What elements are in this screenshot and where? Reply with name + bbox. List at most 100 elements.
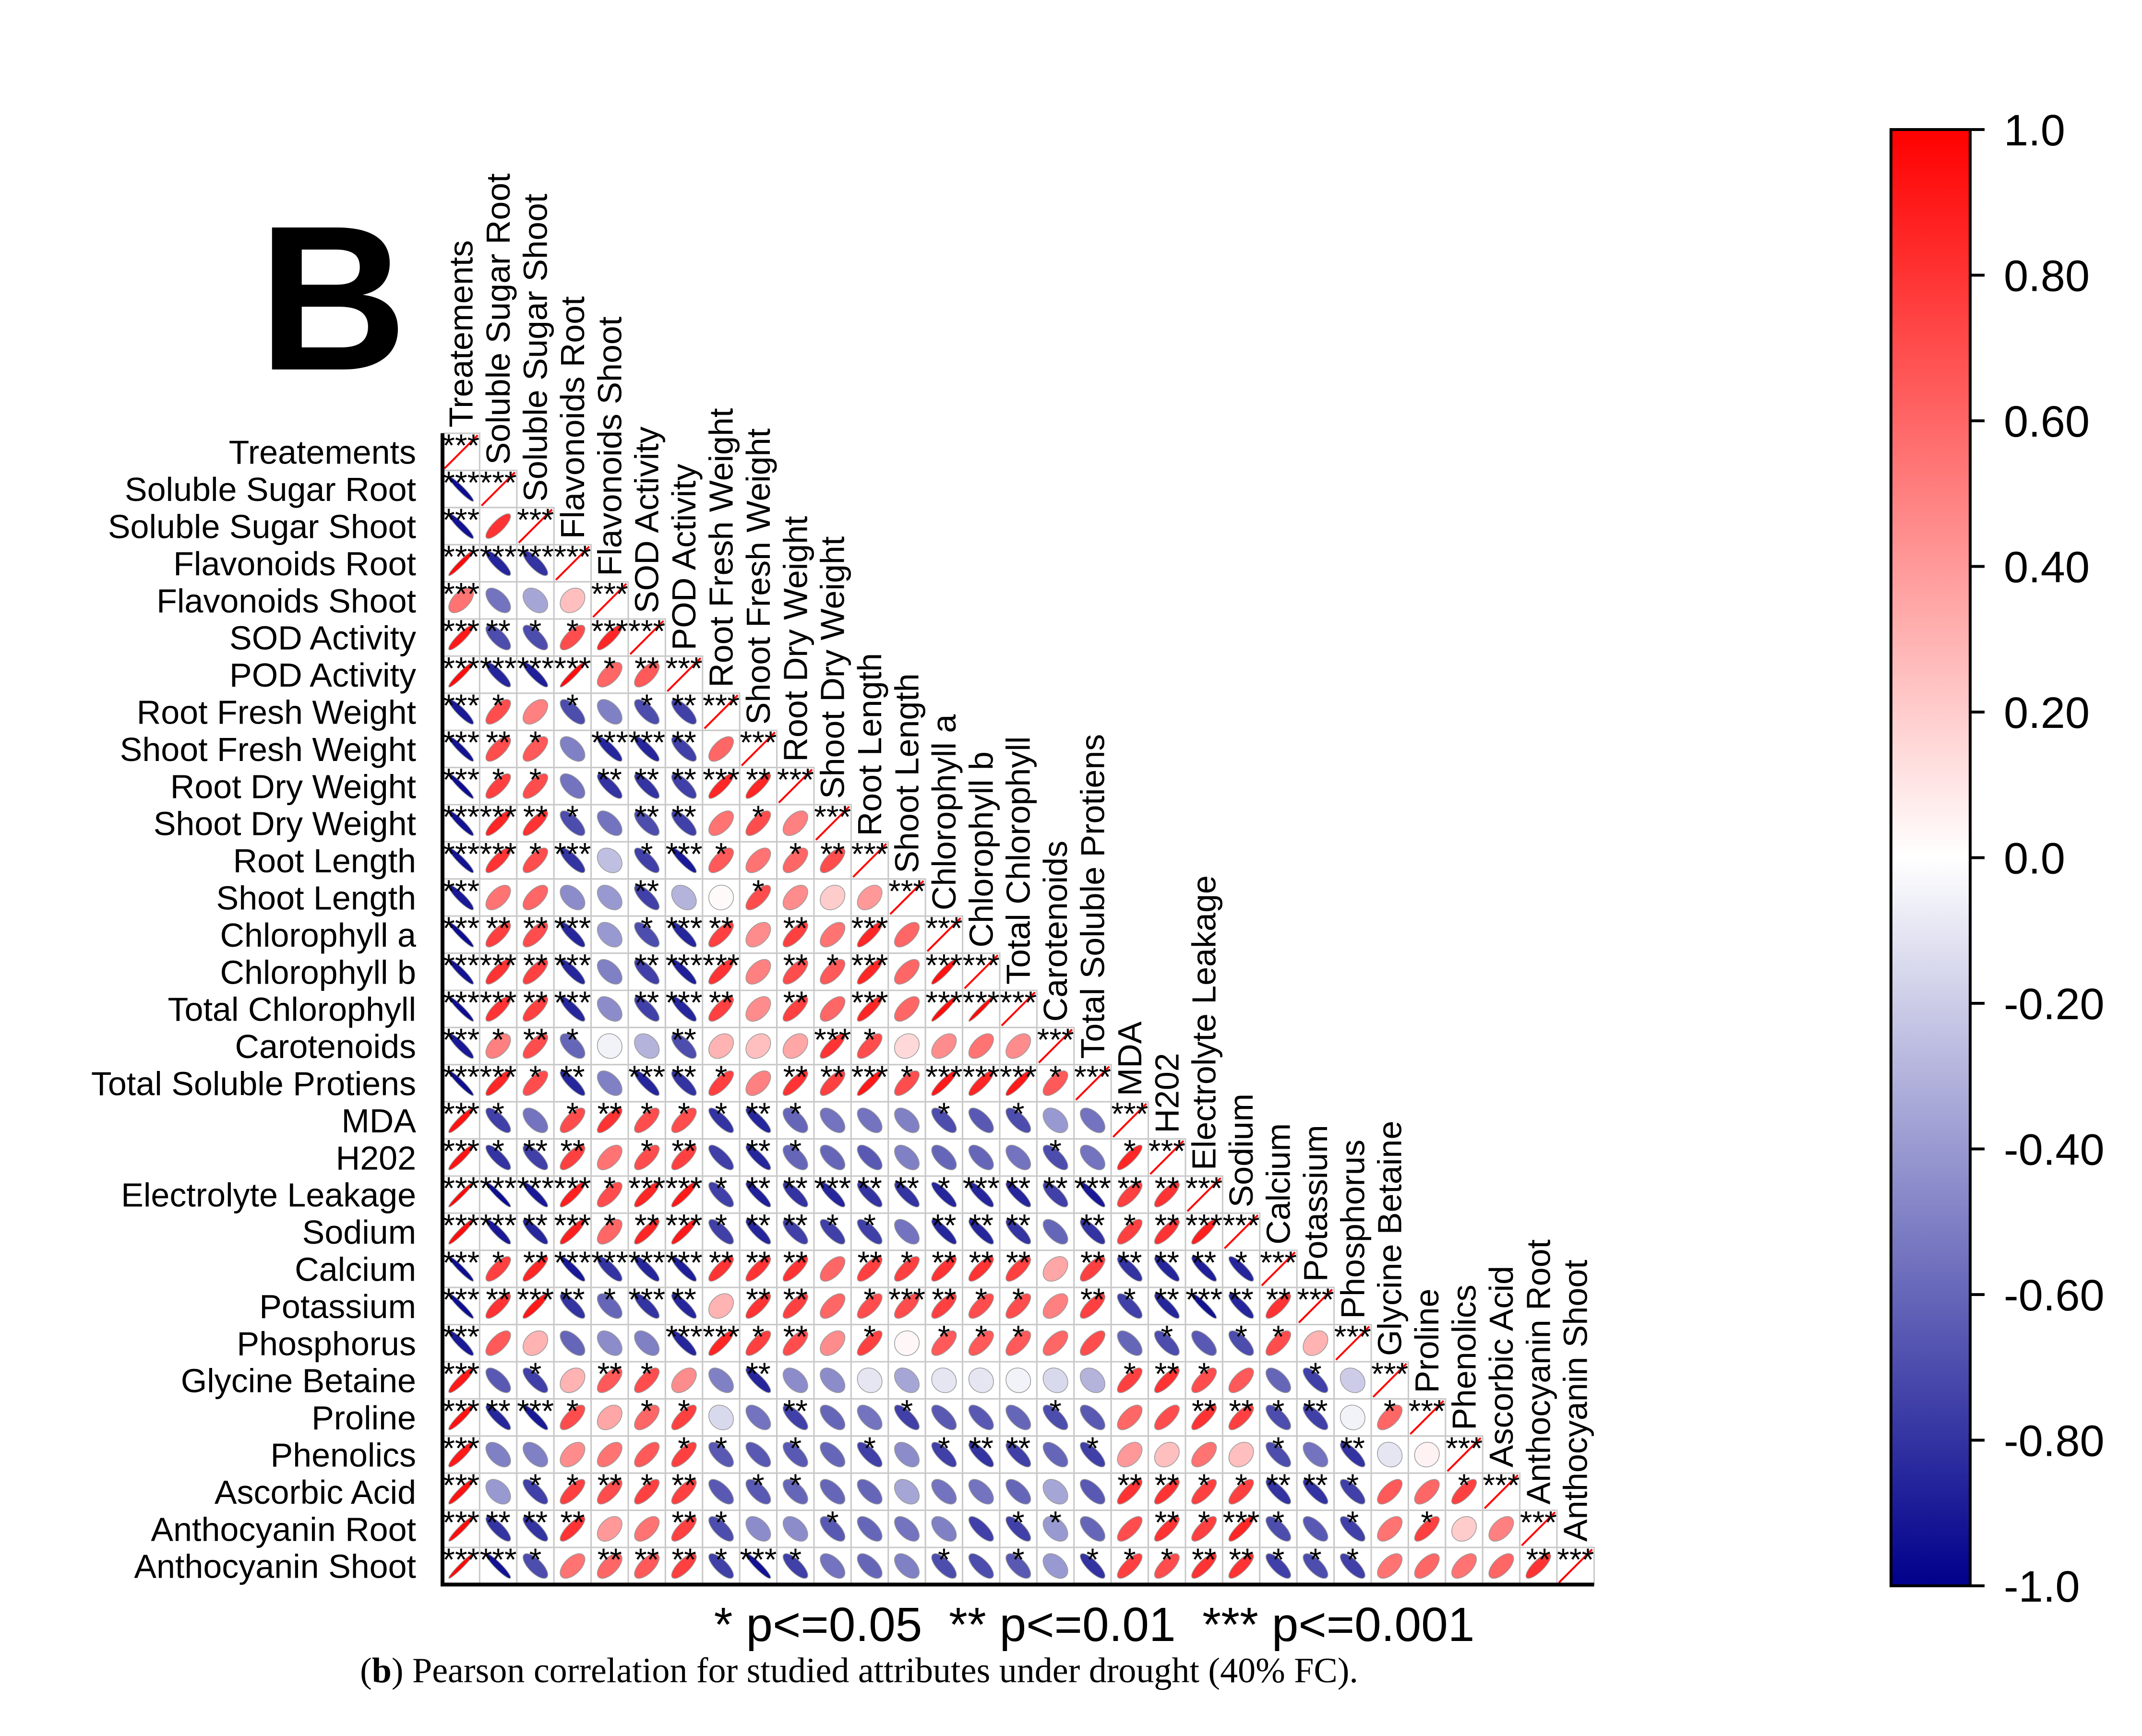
ellipse-anthocyanin-shoot-proline <box>1414 1553 1440 1579</box>
ellipse-total-soluble-protiens-sod-activity <box>634 1070 660 1096</box>
significance-star: ** <box>746 1356 770 1391</box>
ellipse-proline-root-length <box>857 1404 883 1430</box>
significance-star: ** <box>634 985 659 1020</box>
significance-star: ** <box>1080 1245 1105 1280</box>
cell-shoot-dry-weight-soluble-sugar-root <box>479 804 518 843</box>
ellipse-glycine-betaine-root-dry-weight <box>782 1367 808 1393</box>
ellipse-root-fresh-weight-flavonoids-shoot <box>597 699 622 725</box>
correlation-cells <box>442 432 1595 1585</box>
significance-star: ** <box>1192 1393 1216 1428</box>
ellipse-proline-total-soluble-protiens <box>1080 1404 1105 1430</box>
diagonal-mark <box>1558 1548 1593 1583</box>
significance-star: ** <box>634 1207 659 1243</box>
ellipse-ascorbic-acid-treatements <box>448 1479 474 1505</box>
cell-total-soluble-protiens-flavonoids-shoot <box>590 1064 629 1103</box>
ellipse-proline-sodium <box>1228 1404 1254 1430</box>
row-label-shoot-length: Shoot Length <box>216 880 416 917</box>
ellipse-anthocyanin-root-root-length <box>857 1516 883 1542</box>
column-label-root-dry-weight: Root Dry Weight <box>777 516 814 761</box>
significance-star: * <box>641 688 653 723</box>
ellipse-root-length-flavonoids-root <box>560 847 586 873</box>
significance-star: *** <box>480 948 517 983</box>
ellipse-shoot-dry-weight-pod-activity <box>671 810 697 836</box>
ellipse-phosphorus-sod-activity <box>634 1330 660 1356</box>
row-label-shoot-dry-weight: Shoot Dry Weight <box>154 805 416 843</box>
ellipse-h202-sod-activity <box>634 1144 660 1170</box>
ellipse-shoot-length-root-dry-weight <box>782 885 808 910</box>
significance-star: ** <box>783 1170 808 1206</box>
row-label-flavonoids-root: Flavonoids Root <box>173 545 416 583</box>
significance-star: *** <box>443 1393 479 1428</box>
ellipse-electrolyte-leakage-flavonoids-root <box>560 1182 586 1208</box>
ellipse-proline-flavonoids-shoot <box>597 1404 622 1430</box>
significance-star: *** <box>517 650 554 686</box>
significance-star: ** <box>783 910 808 946</box>
significance-star: * <box>1161 1542 1173 1577</box>
ellipse-proline-carotenoids <box>1042 1404 1068 1430</box>
significance-star: * <box>1235 1467 1247 1503</box>
cell-shoot-length-flavonoids-shoot <box>590 878 629 917</box>
ellipse-h202-treatements <box>448 1144 474 1170</box>
row-label-proline: Proline <box>311 1399 416 1437</box>
ellipse-proline-shoot-length <box>894 1404 920 1430</box>
ellipse-chlorophyll-b-pod-activity <box>671 959 697 985</box>
significance-star: * <box>1124 1542 1136 1577</box>
ellipse-total-chlorophyll-soluble-sugar-shoot <box>523 996 548 1022</box>
ellipse-sodium-shoot-dry-weight <box>820 1219 846 1245</box>
significance-star: * <box>1049 1393 1062 1428</box>
significance-star: * <box>1198 1505 1210 1540</box>
significance-star: * <box>1235 1319 1247 1355</box>
significance-star: ** <box>1155 1282 1179 1317</box>
ellipse-ascorbic-acid-root-dry-weight <box>782 1479 808 1505</box>
ellipse-anthocyanin-shoot-shoot-length <box>894 1553 920 1579</box>
ellipse-chlorophyll-a-soluble-sugar-shoot <box>523 922 548 948</box>
ellipse-calcium-carotenoids <box>1042 1256 1068 1282</box>
significance-star: *** <box>1409 1393 1446 1428</box>
significance-star: *** <box>554 1245 591 1280</box>
cell-anthocyanin-shoot-h202 <box>1148 1546 1186 1585</box>
ellipse-anthocyanin-root-total-soluble-protiens <box>1080 1516 1105 1542</box>
ellipse-root-fresh-weight-soluble-sugar-root <box>485 699 511 725</box>
significance-star: *** <box>1037 1022 1074 1057</box>
ellipse-glycine-betaine-mda <box>1117 1367 1143 1393</box>
ellipse-phosphorus-pod-activity <box>671 1330 697 1356</box>
significance-star: ** <box>746 1170 770 1206</box>
significance-star: *** <box>628 613 665 649</box>
significance-star: *** <box>443 725 479 760</box>
ellipse-potassium-soluble-sugar-shoot <box>523 1293 548 1319</box>
significance-star: * <box>715 1207 728 1243</box>
diagonal-mark <box>1112 1103 1148 1138</box>
ellipse-carotenoids-treatements <box>448 1033 474 1059</box>
significance-star: * <box>1346 1542 1359 1577</box>
ellipse-glycine-betaine-shoot-length <box>894 1367 920 1393</box>
significance-star: * <box>529 1467 542 1503</box>
ellipse-phosphorus-chlorophyll-a <box>931 1330 957 1356</box>
ellipse-glycine-betaine-h202 <box>1154 1367 1180 1393</box>
ellipse-ascorbic-acid-mda <box>1117 1479 1143 1505</box>
ellipse-total-soluble-protiens-flavonoids-root <box>560 1070 586 1096</box>
column-label-root-fresh-weight: Root Fresh Weight <box>703 408 740 688</box>
ellipse-h202-flavonoids-root <box>560 1144 586 1170</box>
ellipse-chlorophyll-a-treatements <box>448 922 474 948</box>
significance-star: * <box>789 1430 802 1466</box>
ellipse-sod-activity-soluble-sugar-root <box>485 625 511 651</box>
ellipse-anthocyanin-shoot-root-length <box>857 1553 883 1579</box>
column-label-sodium: Sodium <box>1222 1094 1260 1207</box>
significance-star: ** <box>634 799 659 834</box>
significance-star: * <box>863 1022 876 1057</box>
significance-star: * <box>492 1096 504 1131</box>
significance-star: ** <box>1006 1207 1030 1243</box>
significance-star: * <box>603 1282 616 1317</box>
ellipse-anthocyanin-root-soluble-sugar-root <box>485 1516 511 1542</box>
significance-star: ** <box>598 1467 622 1503</box>
significance-star: *** <box>443 502 479 537</box>
ellipse-total-chlorophyll-shoot-fresh-weight <box>745 996 771 1022</box>
significance-star: ** <box>1155 1467 1179 1503</box>
ellipse-soluble-sugar-shoot-soluble-sugar-root <box>485 513 511 539</box>
ellipse-chlorophyll-b-shoot-dry-weight <box>820 959 846 985</box>
significance-star: ** <box>560 1059 585 1094</box>
ellipse-potassium-calcium <box>1266 1293 1291 1319</box>
row-label-potassium: Potassium <box>259 1288 416 1325</box>
ellipse-electrolyte-leakage-total-soluble-protiens <box>1080 1182 1105 1208</box>
cell-phenolics-shoot-dry-weight <box>813 1435 852 1474</box>
